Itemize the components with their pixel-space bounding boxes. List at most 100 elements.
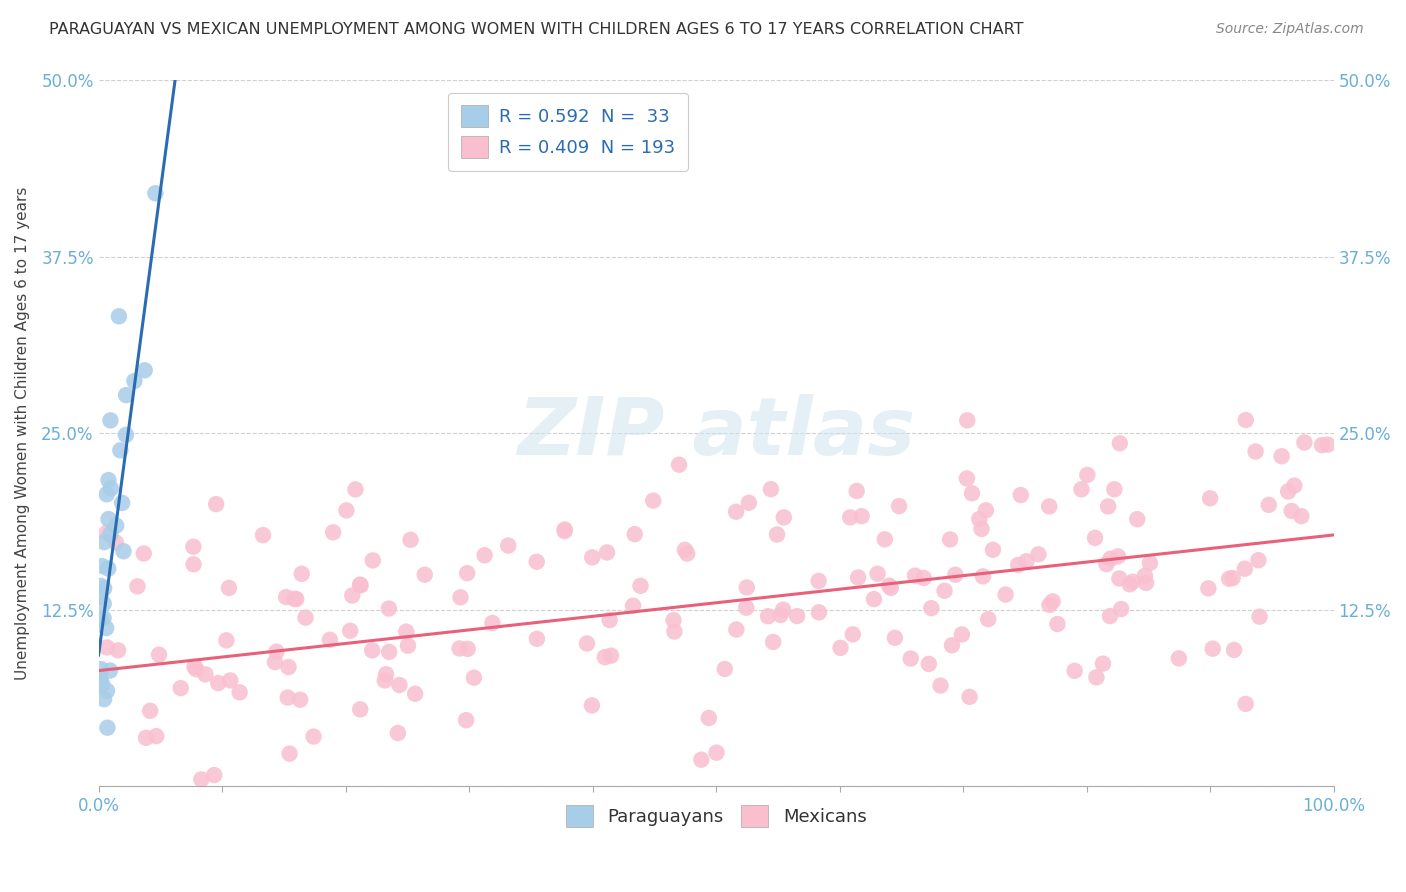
Point	[115, 388, 138, 402]
Point	[1223, 643, 1246, 657]
Point	[97, 473, 120, 487]
Point	[111, 496, 134, 510]
Point	[575, 636, 598, 650]
Point	[252, 528, 274, 542]
Point	[877, 579, 900, 593]
Point	[1118, 577, 1140, 591]
Point	[1028, 547, 1050, 561]
Point	[1247, 553, 1270, 567]
Point	[145, 729, 167, 743]
Point	[706, 746, 728, 760]
Point	[1085, 670, 1108, 684]
Point	[1109, 602, 1132, 616]
Point	[97, 512, 120, 526]
Point	[378, 601, 401, 615]
Point	[1199, 491, 1222, 506]
Point	[104, 535, 127, 549]
Point	[581, 550, 603, 565]
Point	[107, 643, 129, 657]
Point	[1126, 512, 1149, 526]
Point	[294, 610, 316, 624]
Point	[135, 731, 157, 745]
Point	[912, 571, 935, 585]
Point	[1244, 444, 1267, 458]
Point	[1133, 568, 1156, 582]
Point	[96, 640, 118, 655]
Point	[939, 533, 962, 547]
Point	[845, 483, 868, 498]
Point	[288, 692, 311, 706]
Point	[374, 673, 396, 688]
Point	[283, 591, 305, 606]
Point	[839, 510, 862, 524]
Point	[322, 525, 344, 540]
Point	[1291, 509, 1313, 524]
Point	[202, 768, 225, 782]
Point	[396, 639, 419, 653]
Point	[941, 638, 963, 652]
Point	[643, 493, 665, 508]
Point	[127, 579, 149, 593]
Point	[205, 497, 228, 511]
Text: Source: ZipAtlas.com: Source: ZipAtlas.com	[1216, 22, 1364, 37]
Point	[97, 561, 120, 575]
Point	[1294, 435, 1316, 450]
Point	[1108, 572, 1130, 586]
Point	[335, 503, 357, 517]
Point	[786, 609, 808, 624]
Point	[219, 673, 242, 688]
Point	[714, 662, 737, 676]
Point	[690, 753, 713, 767]
Point	[956, 413, 979, 427]
Point	[934, 583, 956, 598]
Point	[950, 627, 973, 641]
Point	[387, 726, 409, 740]
Point	[91, 559, 114, 574]
Point	[673, 542, 696, 557]
Point	[623, 527, 645, 541]
Point	[900, 651, 922, 665]
Point	[526, 555, 548, 569]
Point	[124, 374, 146, 388]
Point	[98, 664, 121, 678]
Point	[277, 690, 299, 705]
Point	[960, 486, 983, 500]
Point	[977, 612, 1000, 626]
Point	[1097, 500, 1119, 514]
Point	[1257, 498, 1279, 512]
Point	[599, 613, 621, 627]
Point	[807, 605, 830, 619]
Point	[474, 549, 496, 563]
Point	[100, 413, 122, 427]
Point	[842, 627, 865, 641]
Point	[956, 471, 979, 485]
Point	[342, 589, 364, 603]
Point	[404, 687, 426, 701]
Point	[1310, 438, 1333, 452]
Point	[190, 772, 212, 787]
Point	[1010, 488, 1032, 502]
Point	[344, 483, 367, 497]
Point	[1042, 594, 1064, 608]
Point	[319, 632, 342, 647]
Point	[1284, 478, 1306, 492]
Point	[581, 698, 603, 713]
Point	[183, 659, 205, 673]
Point	[93, 692, 115, 706]
Point	[1316, 437, 1339, 451]
Point	[1063, 664, 1085, 678]
Point	[759, 482, 782, 496]
Point	[228, 685, 250, 699]
Point	[1099, 551, 1122, 566]
Point	[89, 612, 111, 626]
Point	[456, 713, 478, 727]
Point	[1249, 609, 1271, 624]
Point	[904, 568, 927, 582]
Point	[887, 499, 910, 513]
Point	[89, 672, 111, 686]
Point	[1107, 549, 1129, 564]
Point	[96, 525, 118, 540]
Point	[738, 496, 761, 510]
Y-axis label: Unemployment Among Women with Children Ages 6 to 17 years: Unemployment Among Women with Children A…	[15, 186, 30, 680]
Point	[496, 539, 519, 553]
